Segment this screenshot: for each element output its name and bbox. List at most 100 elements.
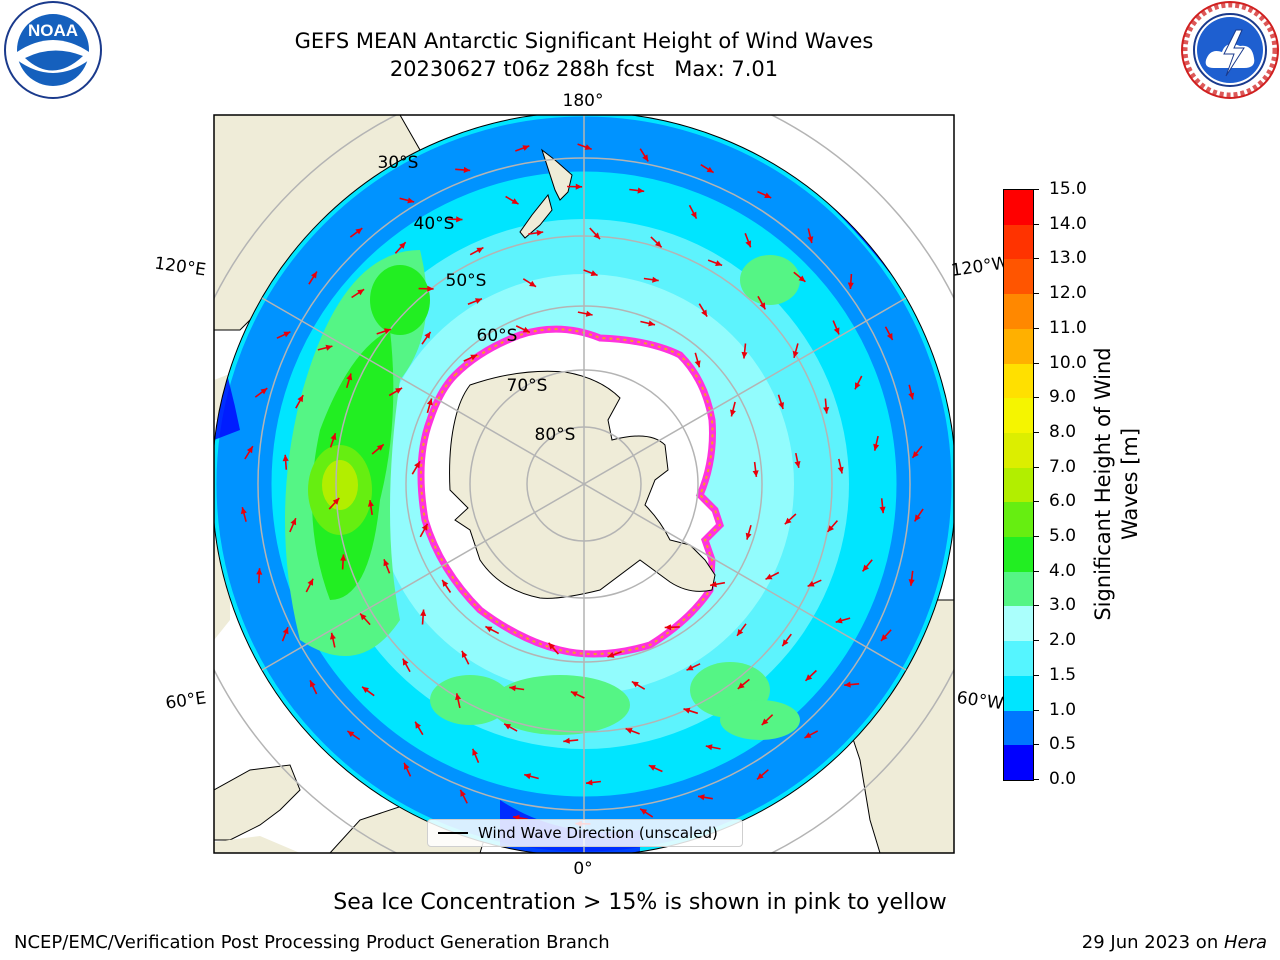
colorbar-segment xyxy=(1004,537,1033,572)
colorbar-segment xyxy=(1004,571,1033,607)
wind-arrow-head xyxy=(522,326,530,333)
meridian-label-0: 0° xyxy=(573,859,592,879)
wind-arrow-head xyxy=(607,652,615,658)
wind-arrow-head xyxy=(912,451,919,458)
wind-arrow-head xyxy=(330,632,336,640)
wind-arrow-head xyxy=(548,642,555,650)
wind-arrow-head xyxy=(640,808,648,815)
colorbar-segment xyxy=(1004,294,1033,329)
wind-arrow-head xyxy=(690,211,697,219)
wind-arrow-head xyxy=(311,271,317,279)
wind-arrow-head xyxy=(683,707,691,714)
wind-arrow-head xyxy=(784,517,792,525)
wind-arrow-head xyxy=(642,154,649,162)
wind-arrow-head xyxy=(360,613,367,621)
meridian-label-120w: 120°W xyxy=(950,253,1010,281)
wind-arrow-head xyxy=(593,232,600,240)
wind-arrow-head xyxy=(745,240,752,248)
wind-arrow-head xyxy=(332,498,340,505)
colorbar-segment xyxy=(1004,606,1033,642)
colorbar-segment xyxy=(1004,710,1033,746)
lat-label-50s: 50°S xyxy=(446,271,487,291)
wind-arrow-head xyxy=(460,789,466,797)
colorbar-segment xyxy=(1004,675,1033,711)
wind-arrow-head xyxy=(862,564,869,572)
colorbar-segment xyxy=(1004,502,1033,538)
colorbar-segment xyxy=(1004,432,1033,468)
colorbar-segment xyxy=(1004,328,1033,364)
wind-arrow-head xyxy=(475,298,482,304)
colorbar-tick: 14.0 xyxy=(1033,215,1087,233)
wind-arrow-head xyxy=(570,691,578,697)
legend-line-swatch xyxy=(438,832,468,834)
lat-label-80s: 80°S xyxy=(535,425,576,445)
wind-arrow-head xyxy=(792,350,799,358)
wind-arrow-head xyxy=(575,183,583,190)
wind-arrow-head xyxy=(648,320,655,327)
colorbar-tick: 3.0 xyxy=(1033,597,1076,614)
colorbar-tick: 1.5 xyxy=(1033,666,1076,684)
wind-arrow-head xyxy=(402,658,409,666)
wind-arrow-head xyxy=(529,280,536,287)
footer-date: 29 Jun 2023 on Hera xyxy=(1082,932,1267,953)
colorbar-tick: 0.5 xyxy=(1033,736,1076,753)
wind-arrow-head xyxy=(805,674,813,681)
wind-arrow-head xyxy=(715,260,723,266)
wind-arrow-head xyxy=(908,392,915,400)
colorbar-tick: 13.0 xyxy=(1033,250,1087,267)
colorbar-tick: 6.0 xyxy=(1033,493,1076,510)
wind-arrow-head xyxy=(586,779,593,786)
colorbar-tick: 5.0 xyxy=(1033,528,1076,545)
wind-arrow-head xyxy=(637,187,645,194)
lat-label-70s: 70°S xyxy=(507,376,548,396)
wind-arrow-head xyxy=(376,444,384,451)
colorbar-tick: 7.0 xyxy=(1033,458,1076,476)
map-legend: Wind Wave Direction (unscaled) xyxy=(427,819,743,847)
wind-arrow-head xyxy=(879,506,886,514)
lat-label-40s: 40°S xyxy=(414,214,455,234)
wind-arrow-head xyxy=(307,578,314,586)
wind-arrow-head xyxy=(782,639,789,647)
wind-arrow-head xyxy=(442,580,449,587)
wind-arrow-head xyxy=(355,228,363,235)
colorbar-tick: 11.0 xyxy=(1033,319,1087,337)
wind-arrow-head xyxy=(472,748,478,756)
wind-arrow-head xyxy=(833,327,840,335)
wind-arrow-head xyxy=(705,744,713,751)
wind-arrow-head xyxy=(283,331,291,338)
lat-label-30s: 30°S xyxy=(378,153,419,173)
wind-arrow-head xyxy=(485,626,493,633)
wind-arrow-head xyxy=(807,236,814,244)
wind-arrow-head xyxy=(855,382,861,390)
wind-arrow-head xyxy=(625,728,633,734)
chart-title-line2: 20230627 t06z 288h fcst Max: 7.01 xyxy=(389,57,779,81)
wind-arrow-head xyxy=(652,276,659,283)
wind-arrow-head xyxy=(524,773,532,780)
wind-arrow-head xyxy=(399,242,406,249)
wind-arrow-head xyxy=(384,328,391,335)
colorbar-label: Significant Height of Wind Waves [m] xyxy=(1091,347,1142,621)
wind-arrow-head xyxy=(706,166,714,173)
noaa-logo-text: NOAA xyxy=(28,21,78,40)
wind-arrow-head xyxy=(881,634,888,641)
wind-arrow-head xyxy=(367,500,374,507)
wind-arrow-head xyxy=(914,514,921,522)
wind-arrow-head xyxy=(461,650,468,658)
wind-arrow-head xyxy=(694,360,701,368)
wind-arrow-head xyxy=(383,559,390,567)
wind-arrow-head xyxy=(835,617,843,624)
colorbar-tick: 2.0 xyxy=(1033,632,1076,649)
wind-arrow-head xyxy=(585,310,593,317)
wind-arrow-head xyxy=(798,275,806,282)
nws-logo xyxy=(1181,1,1279,99)
colorbar-tick: 10.0 xyxy=(1033,354,1087,372)
wind-arrow-head xyxy=(886,333,893,340)
wind-arrow-head xyxy=(752,470,759,477)
wind-arrow-head xyxy=(764,192,772,198)
wind-arrow-head xyxy=(844,681,851,688)
wind-arrow-head xyxy=(260,388,268,395)
colorbar-segment xyxy=(1004,641,1033,676)
colorbar-segment xyxy=(1004,363,1033,399)
wind-arrow-head xyxy=(455,693,462,701)
wind-arrow-head xyxy=(741,351,748,359)
